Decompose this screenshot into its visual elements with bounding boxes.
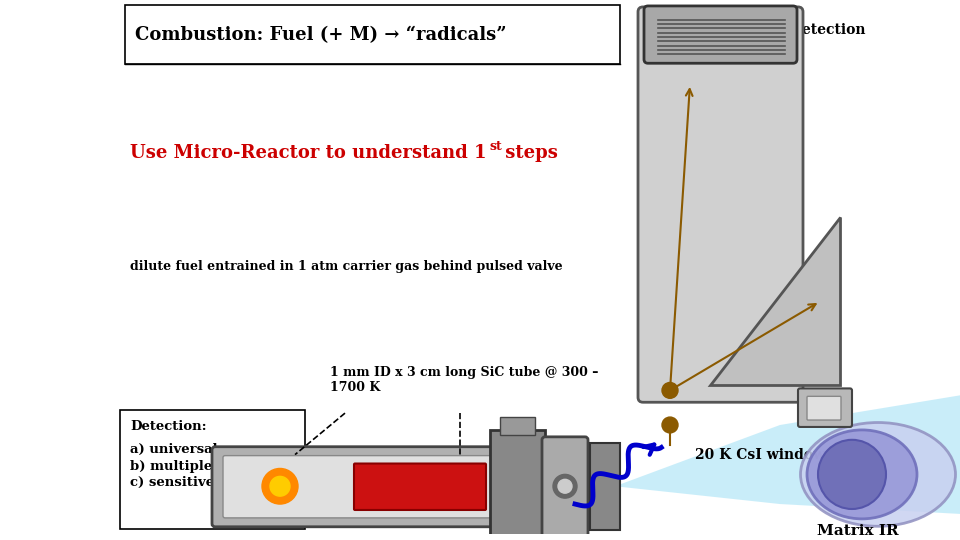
Circle shape xyxy=(662,382,678,399)
Text: TOF detection: TOF detection xyxy=(755,23,866,37)
Circle shape xyxy=(262,469,298,504)
Text: Combustion: Fuel (+ M) → “radicals”: Combustion: Fuel (+ M) → “radicals” xyxy=(135,25,507,44)
Text: c) sensitive: c) sensitive xyxy=(130,476,214,489)
Ellipse shape xyxy=(818,440,886,509)
Text: Matrix IR: Matrix IR xyxy=(817,524,899,538)
Text: steps: steps xyxy=(499,144,558,162)
Circle shape xyxy=(662,417,678,433)
Text: st: st xyxy=(490,140,503,153)
FancyBboxPatch shape xyxy=(798,388,852,427)
Circle shape xyxy=(270,476,290,496)
FancyBboxPatch shape xyxy=(354,463,486,510)
Bar xyxy=(120,410,305,529)
Text: 20 K CsI window: 20 K CsI window xyxy=(695,448,826,462)
Bar xyxy=(125,5,620,64)
Text: a) universal: a) universal xyxy=(130,443,218,456)
Text: dilute fuel entrained in 1 atm carrier gas behind pulsed valve: dilute fuel entrained in 1 atm carrier g… xyxy=(130,260,563,273)
FancyBboxPatch shape xyxy=(542,437,588,537)
Polygon shape xyxy=(710,218,840,386)
FancyBboxPatch shape xyxy=(212,447,573,527)
FancyBboxPatch shape xyxy=(644,6,797,63)
Bar xyxy=(490,430,545,540)
FancyBboxPatch shape xyxy=(223,456,537,518)
FancyBboxPatch shape xyxy=(807,396,841,420)
Text: Use Micro-Reactor to understand 1: Use Micro-Reactor to understand 1 xyxy=(130,144,487,162)
Text: 1 mm ID x 3 cm long SiC tube @ 300 –
1700 K: 1 mm ID x 3 cm long SiC tube @ 300 – 170… xyxy=(330,366,598,394)
Circle shape xyxy=(558,480,572,493)
FancyBboxPatch shape xyxy=(638,7,803,402)
Text: b) multiplexed: b) multiplexed xyxy=(130,460,238,472)
Text: VUV photoionization: VUV photoionization xyxy=(430,468,591,481)
Circle shape xyxy=(553,475,577,498)
Bar xyxy=(590,443,620,530)
Bar xyxy=(500,417,535,435)
Polygon shape xyxy=(615,395,960,514)
Ellipse shape xyxy=(807,430,917,519)
Text: Detection:: Detection: xyxy=(130,420,206,433)
Ellipse shape xyxy=(801,422,955,526)
